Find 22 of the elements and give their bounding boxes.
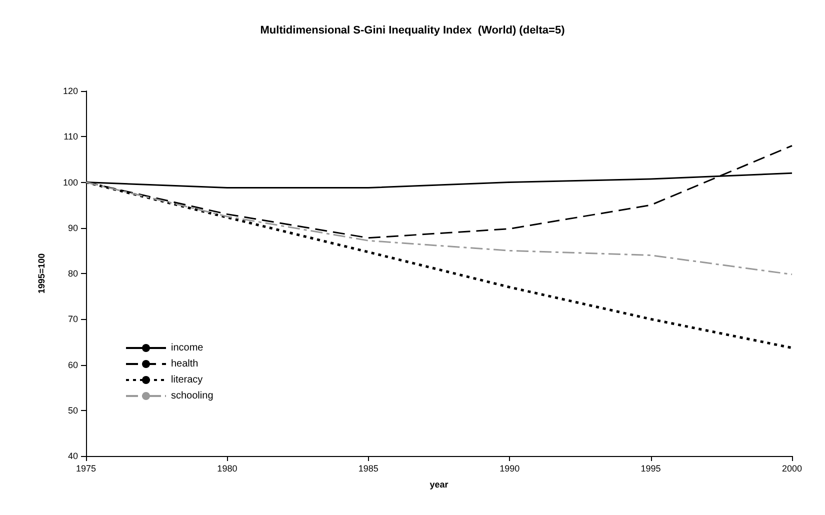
y-tick-label: 50 — [68, 405, 78, 416]
x-tick-label: 2000 — [782, 464, 802, 474]
x-tick-label: 1985 — [358, 464, 378, 474]
x-tick-label: 1980 — [217, 464, 238, 474]
legend-label: health — [171, 358, 198, 370]
y-tick-label: 90 — [68, 222, 78, 233]
y-tick-label: 120 — [62, 86, 78, 96]
y-tick-label: 60 — [68, 360, 78, 370]
x-axis-title: year — [430, 480, 449, 490]
legend-label: income — [171, 342, 204, 354]
y-axis-title: 1995=100 — [36, 253, 46, 294]
x-tick-label: 1995 — [640, 464, 661, 474]
y-tick-label: 100 — [62, 177, 78, 188]
x-tick-label: 1975 — [76, 464, 96, 474]
legend-label: literacy — [171, 374, 203, 386]
x-tick-label: 1990 — [500, 464, 520, 474]
y-tick-label: 80 — [68, 268, 78, 278]
y-tick-label: 110 — [64, 132, 78, 142]
y-tick-label: 40 — [68, 451, 78, 461]
chart-title: Multidimensional S-Gini Inequality Index (World) (delta=5) — [260, 24, 566, 36]
y-tick-label: 70 — [68, 314, 78, 324]
legend-label: schooling — [171, 390, 214, 402]
